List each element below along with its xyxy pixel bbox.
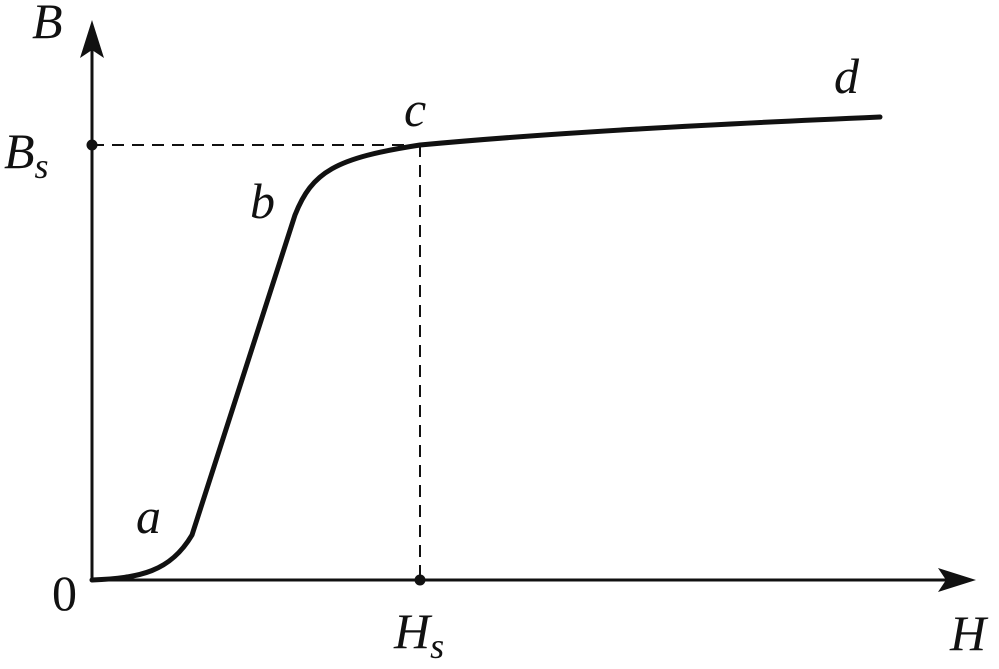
bs-dot <box>86 139 98 151</box>
bs-symbol: B <box>4 123 35 179</box>
x-axis-label: H <box>949 605 989 661</box>
hs-dot <box>414 574 426 586</box>
y-arrow <box>80 20 104 58</box>
point-label: a <box>136 488 161 544</box>
hs-symbol: H <box>393 603 433 659</box>
point-label: b <box>250 173 275 229</box>
point-label: d <box>834 48 860 104</box>
bs-subscript: s <box>35 146 49 186</box>
magnetization-curve <box>89 114 883 583</box>
point-label: c <box>404 81 426 137</box>
y-axis-label: B <box>32 0 63 49</box>
x-arrow <box>938 568 976 592</box>
hs-label: Hs <box>393 603 444 666</box>
hs-subscript: s <box>430 626 444 666</box>
bs-label: Bs <box>4 123 49 186</box>
origin-label: 0 <box>52 565 77 621</box>
